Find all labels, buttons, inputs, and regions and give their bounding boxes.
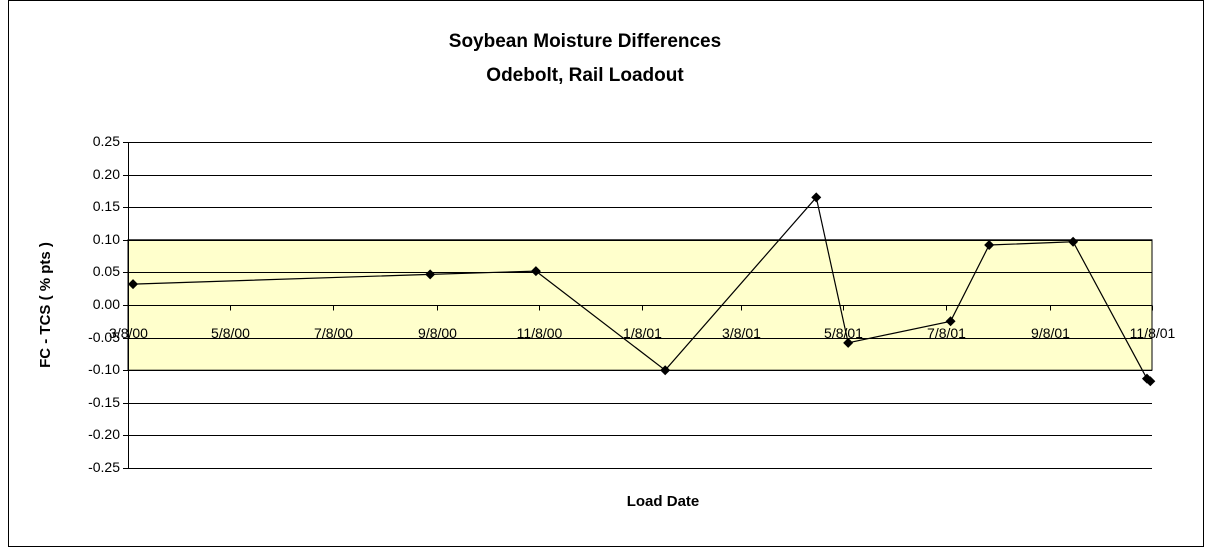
y-tick-label: -0.20 [88, 426, 120, 442]
data-point [1068, 236, 1079, 247]
data-point [984, 240, 995, 251]
x-tick-label: 7/8/00 [314, 325, 353, 341]
x-tick-label: 3/8/01 [722, 325, 761, 341]
data-point [530, 266, 541, 277]
data-point [945, 316, 956, 327]
data-point [128, 279, 139, 290]
data-point [660, 365, 671, 376]
x-axis-title: Load Date [627, 493, 700, 510]
x-tick-label: 11/8/00 [517, 325, 563, 341]
y-tick-label: 0.15 [93, 198, 120, 214]
x-tick-label: 9/8/00 [418, 325, 457, 341]
y-tick-label: -0.05 [88, 329, 120, 345]
x-tick-label: 9/8/01 [1031, 325, 1070, 341]
y-tick-label: 0.25 [93, 133, 120, 149]
data-point [425, 269, 436, 280]
chart-subtitle: Odebolt, Rail Loadout [486, 65, 684, 86]
data-point [1145, 376, 1156, 387]
y-tick-label: 0.10 [93, 231, 120, 247]
x-tick-label: 3/8/00 [109, 325, 148, 341]
y-tick-label: -0.10 [88, 361, 120, 377]
data-point [843, 337, 854, 348]
x-tick-label: 11/8/01 [1130, 325, 1176, 341]
x-tick-label: 5/8/01 [824, 325, 863, 341]
y-axis-title: FC - TCS ( % pts ) [37, 242, 54, 368]
x-tick-label: 7/8/01 [927, 325, 966, 341]
x-tick-label: 5/8/00 [211, 325, 250, 341]
y-tick-label: -0.25 [88, 459, 120, 475]
x-tick-label: 1/8/01 [623, 325, 662, 341]
y-tick-label: 0.20 [93, 166, 120, 182]
y-tick-label: 0.00 [93, 296, 120, 312]
y-tick-label: -0.15 [88, 394, 120, 410]
chart-title: Soybean Moisture Differences [449, 31, 721, 52]
y-tick-label: 0.05 [93, 263, 120, 279]
data-point [811, 192, 822, 203]
